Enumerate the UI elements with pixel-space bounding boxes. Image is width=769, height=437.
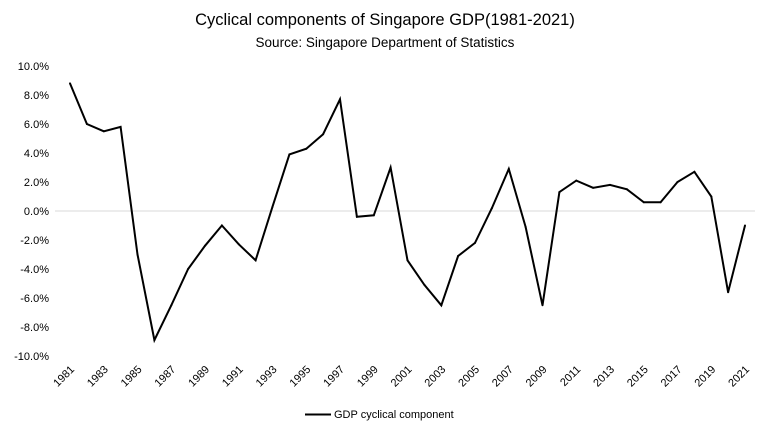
x-tick-label: 1985 (119, 364, 145, 390)
x-tick-label: 2019 (693, 364, 719, 390)
data-point (592, 186, 595, 189)
y-axis: 10.0% 8.0% 6.0% 4.0% 2.0% 0.0% -2.0% -4.0% -6.0%… (14, 61, 49, 363)
x-axis: 1981 1983 1985 1987 1989 1991 1993 1995 1997 1999… (51, 364, 752, 390)
data-point (254, 259, 257, 262)
data-point (204, 244, 206, 247)
data-point (339, 98, 341, 101)
data-point (676, 181, 679, 183)
data-point (423, 283, 426, 286)
data-point (609, 183, 611, 186)
data-point (187, 268, 190, 270)
data-point (490, 207, 493, 210)
data-point (575, 179, 578, 182)
x-tick-label: 2021 (726, 364, 752, 390)
data-point (474, 241, 476, 244)
data-point (457, 255, 460, 257)
series-line (69, 83, 746, 344)
data-point (305, 147, 308, 150)
x-tick-label: 1991 (220, 364, 246, 390)
y-tick-label: -2.0% (20, 235, 49, 247)
y-tick-label: 10.0% (18, 61, 49, 73)
data-point (271, 205, 274, 208)
data-point (372, 214, 375, 217)
data-point (659, 201, 662, 204)
data-point (693, 170, 696, 173)
x-tick-label: 2007 (490, 364, 516, 390)
y-tick-label: -8.0% (20, 322, 49, 334)
data-point (389, 166, 392, 169)
data-point (119, 125, 122, 128)
x-tick-label: 2005 (456, 364, 482, 390)
x-tick-label: 1987 (153, 364, 179, 390)
data-point (237, 243, 240, 246)
data-point (355, 215, 358, 218)
data-point (102, 130, 105, 133)
data-point (406, 259, 409, 262)
series-group (69, 82, 746, 344)
data-point (642, 201, 645, 204)
y-tick-label: 0.0% (24, 206, 49, 218)
data-point (507, 167, 510, 170)
chart-subtitle: Source: Singapore Department of Statisti… (256, 35, 515, 50)
x-tick-label: 2009 (524, 364, 550, 390)
data-point (136, 253, 139, 256)
x-tick-label: 2001 (389, 364, 415, 390)
x-tick-label: 2003 (423, 364, 449, 390)
data-point (220, 224, 223, 227)
data-point (170, 304, 173, 307)
data-point (541, 304, 544, 307)
x-tick-label: 1999 (355, 364, 381, 390)
data-point (558, 191, 561, 194)
x-tick-label: 1997 (321, 364, 347, 390)
y-tick-label: 8.0% (24, 90, 49, 102)
x-tick-label: 1981 (51, 364, 77, 390)
data-point (153, 339, 156, 342)
data-point (85, 123, 88, 125)
x-tick-label: 2013 (591, 364, 617, 390)
y-tick-label: -10.0% (14, 351, 49, 363)
data-point (744, 224, 746, 227)
x-tick-label: 2011 (558, 364, 583, 389)
legend-label: GDP cyclical component (334, 409, 454, 421)
data-point (69, 82, 71, 85)
data-point (288, 153, 291, 156)
data-point (440, 304, 443, 307)
data-point (322, 133, 325, 136)
data-point (524, 225, 527, 228)
x-tick-label: 1995 (288, 364, 314, 390)
y-tick-label: 6.0% (24, 119, 49, 131)
x-tick-label: 2017 (659, 364, 685, 390)
legend: GDP cyclical component (305, 409, 454, 421)
x-tick-label: 1989 (186, 364, 212, 390)
data-point (727, 291, 730, 294)
y-tick-label: -4.0% (20, 264, 49, 276)
data-point (710, 195, 713, 198)
y-tick-label: -6.0% (20, 293, 49, 305)
data-point (625, 188, 628, 191)
x-tick-label: 1993 (254, 364, 280, 390)
y-tick-label: 2.0% (24, 177, 49, 189)
x-tick-label: 2015 (625, 364, 651, 390)
x-tick-label: 1983 (85, 364, 111, 390)
chart-title: Cyclical components of Singapore GDP(198… (195, 11, 575, 29)
y-tick-label: 4.0% (24, 148, 49, 160)
